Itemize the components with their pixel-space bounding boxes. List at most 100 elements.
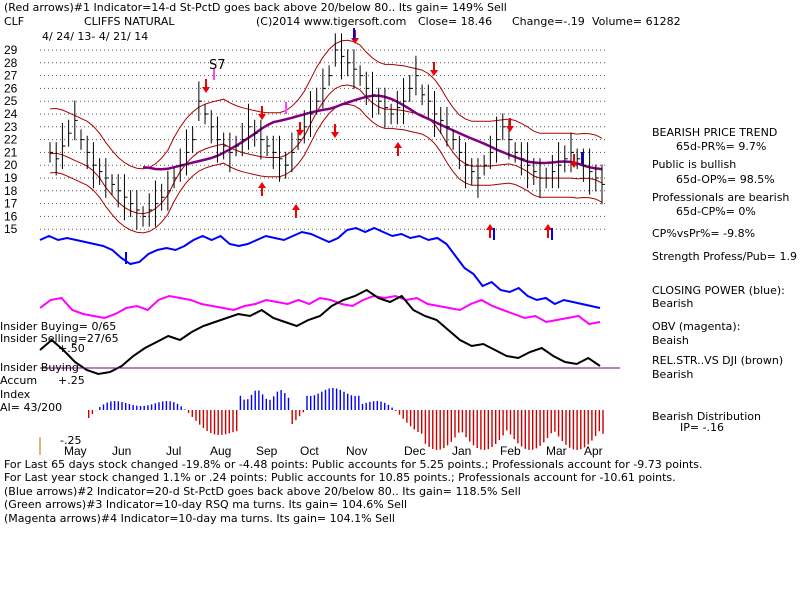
accum-bar — [247, 399, 249, 410]
accum-label: Accum — [0, 374, 38, 387]
accum-bar — [380, 401, 382, 410]
accum-bar — [187, 410, 190, 413]
accum-bar — [276, 391, 279, 410]
accum-bar — [483, 410, 486, 450]
accum-bar — [424, 410, 427, 444]
accum-bar — [169, 401, 171, 410]
month-label: Jun — [112, 444, 131, 458]
accum-bar — [228, 410, 230, 434]
ticker: CLF — [4, 15, 25, 28]
accum-bar — [472, 410, 475, 446]
accum-bar — [554, 410, 556, 432]
red-arrow-head — [430, 70, 438, 76]
accum-bar — [324, 389, 327, 410]
closing-power — [39, 226, 601, 309]
footer-line1: For Last 65 days stock changed -19.8% or… — [4, 458, 703, 471]
accum-bar — [202, 410, 205, 429]
month-label: Sep — [256, 444, 278, 458]
accum-bar — [543, 410, 545, 443]
month-label: May — [64, 444, 87, 458]
accum-bar — [125, 403, 127, 410]
accum-bar — [550, 410, 552, 434]
price-tick-label: 18 — [4, 184, 18, 198]
accum-bar — [335, 388, 338, 410]
accum-bar — [295, 410, 297, 421]
red-arrow-head — [570, 162, 578, 168]
price-tick-label: 15 — [4, 222, 18, 236]
accum-bar — [147, 405, 149, 410]
accum-bar — [458, 410, 460, 433]
cp-vs-pr: CP%vsPr%= -9.8% — [652, 227, 756, 240]
footer-line3: (Blue arrows)#2 Indicator=20-d St-PctD g… — [4, 485, 521, 498]
accum-bar — [524, 410, 526, 449]
accum-bar — [513, 410, 515, 440]
accum-bar — [243, 399, 245, 410]
ai-label: AI= 43/200 — [0, 401, 63, 414]
accum-bar — [384, 402, 386, 410]
signal-arrows — [125, 28, 583, 264]
company-name: CLIFFS NATURAL — [84, 15, 175, 28]
accum-bar — [598, 410, 600, 432]
red-arrow-head — [258, 182, 266, 188]
month-label: Aug — [210, 444, 231, 458]
footer-line2: For Last year stock changed 1.1% or .24 … — [4, 471, 676, 484]
accum-histogram — [39, 388, 604, 455]
accum-bar — [306, 395, 308, 410]
closing-power-line — [39, 226, 601, 309]
accum-bar — [591, 410, 593, 441]
accum-bar — [184, 409, 186, 410]
rel-strength-line — [39, 288, 620, 376]
accum-bar — [162, 401, 164, 410]
accum-bar — [332, 388, 334, 410]
accum-bar — [517, 410, 519, 444]
accum-bar — [361, 403, 364, 410]
obv-title: OBV (magenta): — [652, 320, 741, 333]
price-tick-label: 20 — [4, 158, 18, 172]
accum-bar — [450, 410, 452, 442]
accum-bar — [99, 407, 101, 410]
accum-bar — [487, 410, 489, 450]
accum-bar — [302, 410, 304, 413]
accum-bar — [509, 410, 512, 435]
accum-bar — [347, 393, 349, 410]
accum-bar — [158, 402, 160, 410]
accum-bar — [583, 410, 586, 448]
red-arrow-head — [544, 224, 552, 230]
month-label: Mar — [546, 444, 567, 458]
accum-bar — [495, 410, 497, 444]
insider-buying-count: Insider Buying= 0/65 — [0, 320, 117, 333]
date-range: 4/ 24/ 13- 4/ 21/ 14 — [42, 30, 149, 43]
accum-bar — [232, 410, 234, 433]
red-arrow-head — [331, 132, 339, 138]
month-label: Apr — [584, 444, 603, 458]
accum-bar — [136, 405, 138, 410]
accum-bar — [417, 410, 419, 432]
price-tick-label: 19 — [4, 171, 18, 185]
accum-bar — [391, 407, 393, 410]
bearish-distribution: Bearish Distribution — [652, 410, 762, 423]
accum-bar — [480, 410, 482, 450]
accum-bar — [88, 410, 90, 418]
month-label: Nov — [346, 444, 367, 458]
accum-bar — [398, 410, 401, 415]
month-labels: May Jun Jul Aug Sep Oct Nov Dec Jan Feb Mar Apr — [64, 444, 603, 458]
accum-bar — [265, 398, 267, 410]
copyright: (C)2014 www.tigersoft.com — [256, 15, 407, 28]
accum-bar — [343, 391, 345, 410]
accum-bar — [110, 401, 112, 410]
footer-line4: (Green arrows)#3 Indicator=10-day RSQ ma… — [4, 498, 408, 511]
lower-band — [49, 103, 603, 234]
month-label: Jan — [452, 444, 471, 458]
accum-bar — [221, 410, 223, 435]
accum-bar — [358, 395, 360, 410]
accum-bar — [291, 410, 293, 425]
accum-bar — [313, 395, 316, 410]
accum-bar — [491, 410, 493, 448]
s7-label: S7 — [209, 58, 226, 73]
price-tick-label: 29 — [4, 43, 18, 57]
ip-value: IP= -.16 — [680, 421, 725, 434]
red-arrow-head — [394, 142, 402, 148]
month-label: Dec — [404, 444, 425, 458]
accum-bar — [506, 410, 508, 431]
red-arrow-head — [202, 87, 210, 93]
